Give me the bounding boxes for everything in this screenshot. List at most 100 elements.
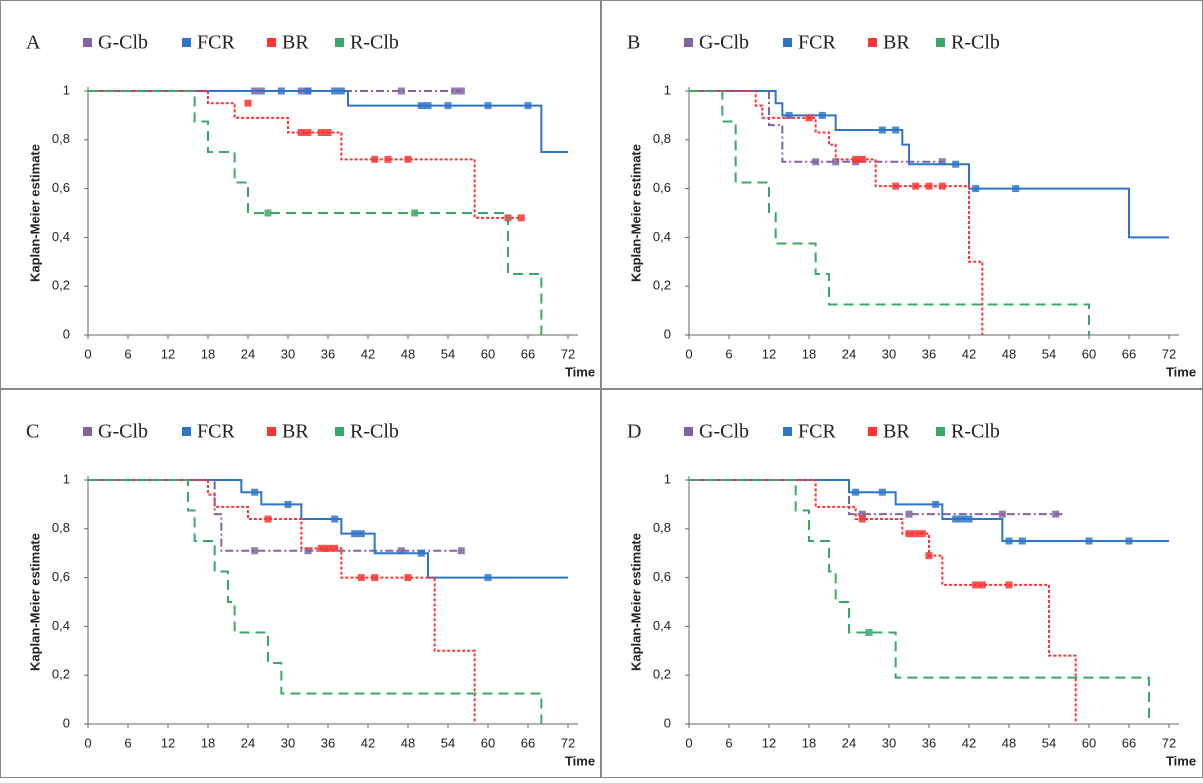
x-tick-label: 36	[922, 346, 936, 361]
censor-mark	[918, 530, 926, 538]
x-tick-label: 66	[521, 346, 535, 361]
x-tick-label: 0	[685, 346, 692, 361]
censor-mark	[457, 547, 465, 555]
censor-mark	[858, 155, 866, 163]
survival-curve	[689, 479, 1169, 542]
x-tick-label: 72	[561, 735, 575, 750]
censor-mark	[371, 155, 379, 163]
x-tick-label: 18	[201, 735, 215, 750]
y-tick-label: 1	[63, 471, 70, 486]
survival-curve	[689, 479, 1077, 724]
y-tick-label: 0,8	[653, 520, 671, 535]
censor-mark	[978, 581, 986, 589]
legend-swatch	[936, 427, 945, 436]
censor-mark	[244, 99, 252, 107]
y-axis-label: Kaplan-Meier estimate	[27, 144, 42, 282]
censor-mark	[1005, 537, 1013, 545]
censor-mark	[411, 209, 419, 217]
y-tick-label: 0,6	[653, 569, 671, 584]
y-tick-label: 0,4	[653, 229, 671, 244]
censor-mark	[905, 530, 913, 538]
y-tick-label: 1	[664, 471, 671, 486]
censor-mark	[284, 500, 292, 508]
y-tick-label: 0	[664, 326, 671, 341]
x-tick-label: 60	[1082, 346, 1096, 361]
censor-mark	[925, 182, 933, 190]
censor-mark	[818, 111, 826, 119]
y-tick-label: 0,6	[653, 180, 671, 195]
censor-mark	[852, 488, 860, 496]
panel-label: D	[627, 421, 641, 443]
censor-mark	[457, 87, 465, 95]
censor-mark	[1012, 185, 1020, 193]
legend-swatch	[684, 38, 693, 47]
y-tick-label: 0,6	[52, 569, 70, 584]
legend-label: G-Clb	[699, 32, 749, 54]
x-tick-label: 24	[241, 346, 255, 361]
censor-mark	[484, 574, 492, 582]
legend-swatch	[182, 427, 191, 436]
censor-mark	[998, 510, 1006, 518]
x-tick-label: 18	[201, 346, 215, 361]
legend-label: BR	[883, 421, 910, 443]
censor-mark	[331, 515, 339, 523]
legend-swatch	[936, 38, 945, 47]
x-axis-label: Time	[1166, 364, 1196, 379]
censor-mark	[892, 126, 900, 134]
survival-curve	[88, 90, 543, 335]
x-tick-label: 12	[762, 735, 776, 750]
survival-curve	[88, 479, 568, 579]
censor-mark	[424, 102, 432, 110]
legend-label: G-Clb	[98, 421, 148, 443]
y-tick-label: 0,8	[52, 131, 70, 146]
x-axis-label: Time	[565, 753, 595, 768]
censor-mark	[351, 530, 359, 538]
censor-mark	[397, 87, 405, 95]
survival-curve	[689, 479, 1063, 516]
censor-mark	[905, 510, 913, 518]
x-tick-label: 18	[802, 735, 816, 750]
censor-mark	[1005, 581, 1013, 589]
censor-mark	[965, 515, 973, 523]
censor-mark	[277, 87, 285, 95]
x-tick-label: 66	[1122, 346, 1136, 361]
x-tick-label: 42	[962, 735, 976, 750]
censor-mark	[417, 102, 425, 110]
x-tick-label: 24	[842, 346, 856, 361]
y-tick-label: 1	[63, 82, 70, 97]
panel-label: A	[26, 32, 41, 54]
x-tick-label: 54	[1042, 735, 1056, 750]
y-tick-label: 0,2	[653, 667, 671, 682]
y-tick-label: 0	[664, 715, 671, 730]
x-tick-label: 30	[882, 346, 896, 361]
x-tick-label: 6	[124, 735, 131, 750]
legend-label: R-Clb	[951, 421, 1000, 443]
x-tick-label: 66	[521, 735, 535, 750]
legend-swatch	[684, 427, 693, 436]
x-tick-label: 36	[321, 735, 335, 750]
x-tick-label: 48	[401, 346, 415, 361]
x-tick-label: 60	[1082, 735, 1096, 750]
legend-label: FCR	[197, 32, 235, 54]
x-tick-label: 12	[161, 346, 175, 361]
panel: D G-Clb FCR BR R-Clb 0 0,2 0,4 0,6 0,8 1 0 6 12 18 24 30…	[627, 421, 1196, 769]
x-tick-label: 48	[401, 735, 415, 750]
censor-mark	[852, 155, 860, 163]
x-axis-label: Time	[565, 364, 595, 379]
legend-label: FCR	[798, 421, 836, 443]
censor-mark	[832, 158, 840, 166]
survival-curve	[88, 479, 543, 724]
censor-mark	[524, 102, 532, 110]
legend-swatch	[83, 38, 92, 47]
x-tick-label: 0	[84, 346, 91, 361]
censor-mark	[938, 158, 946, 166]
legend-swatch	[182, 38, 191, 47]
x-tick-label: 42	[361, 735, 375, 750]
censor-mark	[1085, 537, 1093, 545]
censor-mark	[812, 158, 820, 166]
panel-label: B	[627, 32, 640, 54]
x-tick-label: 12	[161, 735, 175, 750]
legend-swatch	[783, 38, 792, 47]
y-tick-label: 0,8	[52, 520, 70, 535]
legend-label: G-Clb	[98, 32, 148, 54]
